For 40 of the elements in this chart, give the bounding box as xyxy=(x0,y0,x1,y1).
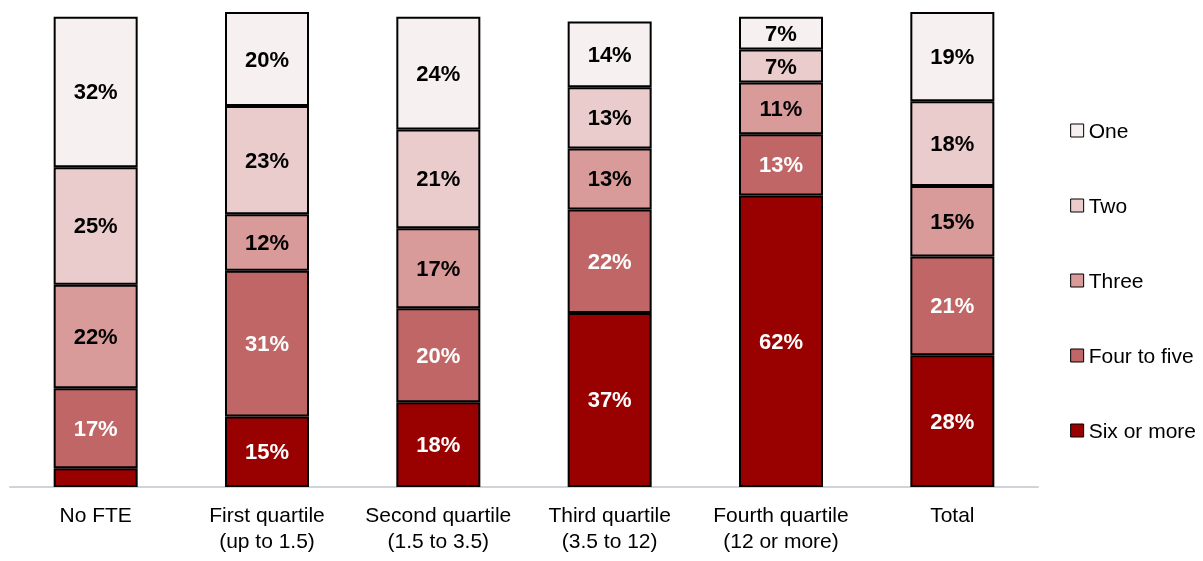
x-tick-label: Total xyxy=(930,502,975,526)
data-label: 17% xyxy=(73,415,118,441)
data-label: 18% xyxy=(930,131,975,157)
data-label: 7% xyxy=(765,53,797,79)
x-tick-label: Third quartile (3.5 to 12) xyxy=(548,502,671,552)
data-label: 21% xyxy=(416,166,461,192)
data-label: 37% xyxy=(587,387,632,413)
data-label: 7% xyxy=(765,20,797,46)
legend-label: Two xyxy=(1088,194,1128,217)
data-label: 17% xyxy=(416,255,461,281)
data-label: 20% xyxy=(416,342,461,368)
data-label: 15% xyxy=(930,208,975,234)
data-label: 22% xyxy=(587,248,632,274)
data-label: 13% xyxy=(587,105,632,131)
x-tick-label: Second quartile (1.5 to 3.5) xyxy=(365,502,512,552)
x-tick-label: Fourth quartile (12 or more) xyxy=(713,502,849,552)
data-label: 13% xyxy=(587,166,632,192)
data-label: 22% xyxy=(73,324,118,350)
data-label: 28% xyxy=(930,408,975,434)
legend-label: Three xyxy=(1088,269,1144,292)
x-tick-label: First quartile (up to 1.5) xyxy=(209,502,325,552)
data-label: 19% xyxy=(930,44,975,70)
data-label: 14% xyxy=(587,41,632,67)
data-label: 11% xyxy=(759,95,803,121)
data-label: 32% xyxy=(73,79,118,105)
data-label: 13% xyxy=(758,152,804,178)
data-label: 20% xyxy=(244,46,290,72)
x-tick-label: No FTE xyxy=(59,502,132,526)
data-label: 31% xyxy=(244,331,290,357)
data-label: 18% xyxy=(416,432,461,458)
legend-label: Four to five xyxy=(1088,344,1194,367)
data-label: 12% xyxy=(244,229,290,255)
legend-label: One xyxy=(1088,119,1129,142)
legend-label: Six or more xyxy=(1088,419,1196,442)
data-label: 23% xyxy=(244,147,290,173)
data-label: 24% xyxy=(416,60,461,86)
data-label: 62% xyxy=(758,328,804,354)
data-label: 15% xyxy=(244,439,290,465)
data-label: 25% xyxy=(73,213,118,239)
data-label: 21% xyxy=(930,293,975,319)
